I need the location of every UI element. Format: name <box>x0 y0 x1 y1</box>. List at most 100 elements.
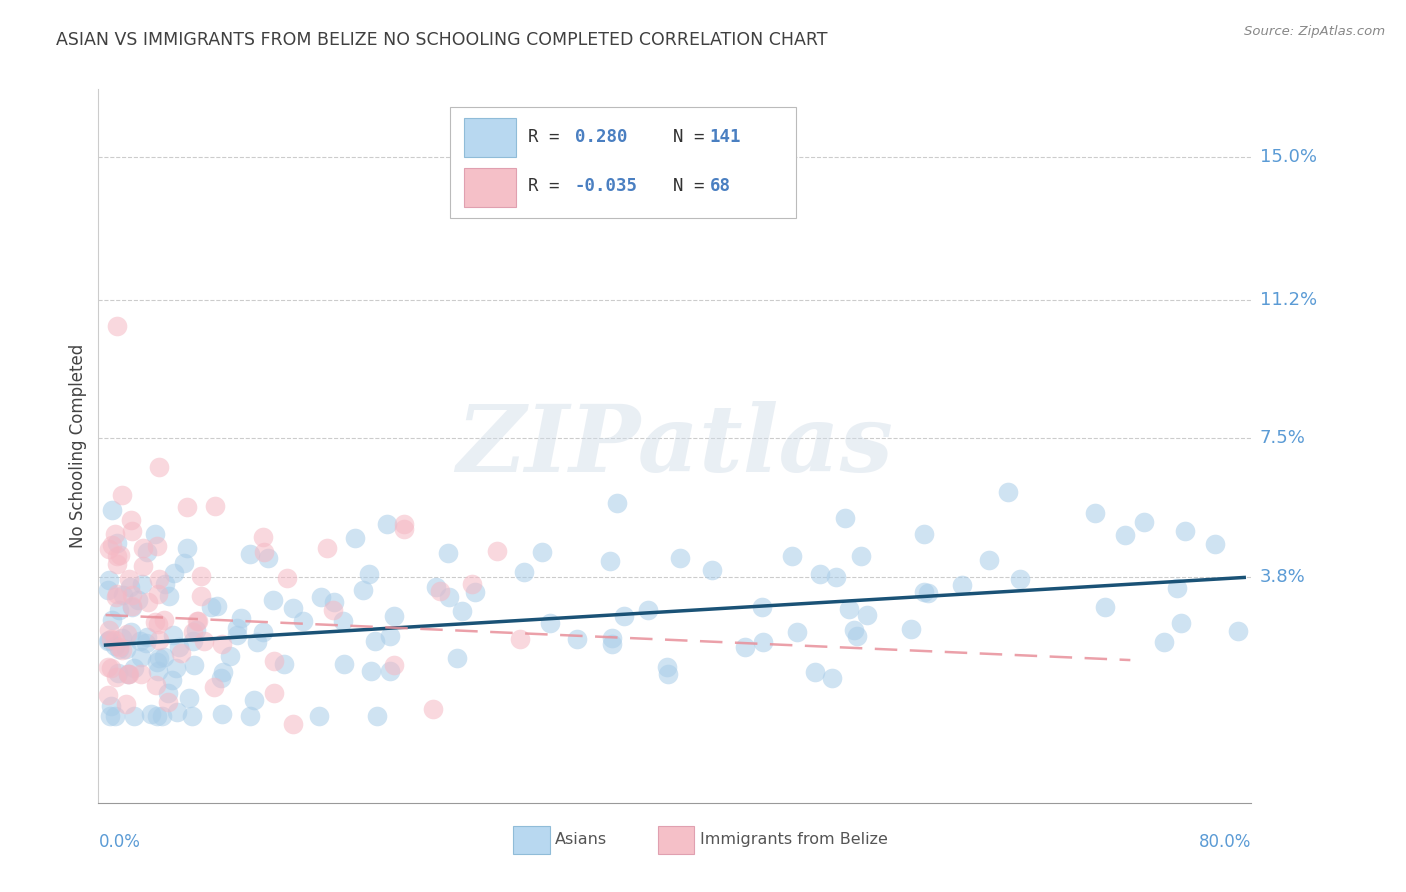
Text: 80.0%: 80.0% <box>1199 833 1251 851</box>
Point <box>912 527 935 541</box>
Point <box>165 661 187 675</box>
Point <box>808 567 831 582</box>
Point <box>309 591 332 605</box>
Point <box>105 318 128 333</box>
Point <box>167 640 190 655</box>
FancyBboxPatch shape <box>464 168 516 207</box>
Point <box>108 640 131 655</box>
Point <box>111 488 134 502</box>
Point <box>343 531 366 545</box>
Point <box>190 569 212 583</box>
Text: 0.0%: 0.0% <box>98 833 141 851</box>
Point <box>669 551 692 566</box>
Point <box>437 545 460 559</box>
Point <box>107 665 129 680</box>
Point <box>1094 600 1116 615</box>
Point <box>849 549 872 564</box>
Point <box>281 717 304 731</box>
Point <box>252 625 274 640</box>
Point <box>392 522 415 536</box>
Point <box>121 588 143 602</box>
Point <box>229 610 252 624</box>
Point <box>209 671 232 685</box>
Point <box>120 513 142 527</box>
Point <box>211 665 233 679</box>
Point <box>273 657 295 672</box>
Text: N =: N = <box>652 177 714 194</box>
Text: R =: R = <box>529 128 571 146</box>
Text: 7.5%: 7.5% <box>1260 429 1306 448</box>
Point <box>786 624 808 639</box>
Point <box>486 543 509 558</box>
Point <box>375 516 398 531</box>
Point <box>600 637 623 651</box>
Point <box>637 603 659 617</box>
Point <box>184 623 207 637</box>
Point <box>146 539 169 553</box>
Text: 15.0%: 15.0% <box>1260 148 1316 166</box>
Point <box>115 698 138 712</box>
Point <box>176 541 198 556</box>
Point <box>135 636 157 650</box>
Point <box>308 709 330 723</box>
Point <box>104 527 127 541</box>
Text: 3.8%: 3.8% <box>1260 568 1305 586</box>
Point <box>752 634 775 648</box>
Text: -0.035: -0.035 <box>575 177 637 194</box>
Point <box>143 526 166 541</box>
Point <box>183 634 205 648</box>
Point <box>429 583 451 598</box>
Point <box>148 650 170 665</box>
Point <box>157 695 180 709</box>
Point <box>281 601 304 615</box>
Text: 11.2%: 11.2% <box>1260 291 1317 309</box>
Point <box>509 632 531 647</box>
Point <box>108 602 131 616</box>
Point <box>105 670 128 684</box>
Point <box>190 589 212 603</box>
Point <box>97 689 120 703</box>
Point <box>657 666 679 681</box>
Point <box>111 642 134 657</box>
Text: 68: 68 <box>710 177 731 194</box>
Point <box>162 628 184 642</box>
Point <box>136 545 159 559</box>
Point <box>205 599 228 613</box>
Point <box>211 637 233 651</box>
Point <box>1084 507 1107 521</box>
Point <box>734 640 756 654</box>
Point <box>600 631 623 645</box>
Text: 0.280: 0.280 <box>575 128 627 146</box>
Point <box>364 634 387 648</box>
Point <box>538 615 561 630</box>
Point <box>211 706 233 721</box>
Point <box>226 621 249 635</box>
Point <box>202 680 225 694</box>
Point <box>950 578 973 592</box>
Point <box>1153 635 1175 649</box>
Point <box>153 577 176 591</box>
Point <box>977 553 1000 567</box>
Point <box>97 541 120 556</box>
Point <box>856 608 879 623</box>
Point <box>252 529 274 543</box>
Point <box>446 651 468 665</box>
Point <box>145 678 167 692</box>
Point <box>565 632 588 646</box>
Point <box>219 648 242 663</box>
Point <box>108 548 131 562</box>
Point <box>804 665 827 679</box>
Point <box>382 657 405 672</box>
FancyBboxPatch shape <box>450 107 796 218</box>
Point <box>101 613 124 627</box>
Point <box>1227 624 1250 638</box>
Point <box>200 600 222 615</box>
Point <box>997 485 1019 500</box>
Text: Source: ZipAtlas.com: Source: ZipAtlas.com <box>1244 25 1385 38</box>
Point <box>105 558 128 572</box>
Point <box>98 624 121 638</box>
Point <box>107 642 129 657</box>
Point <box>111 588 134 602</box>
Point <box>100 661 122 675</box>
Point <box>166 705 188 719</box>
